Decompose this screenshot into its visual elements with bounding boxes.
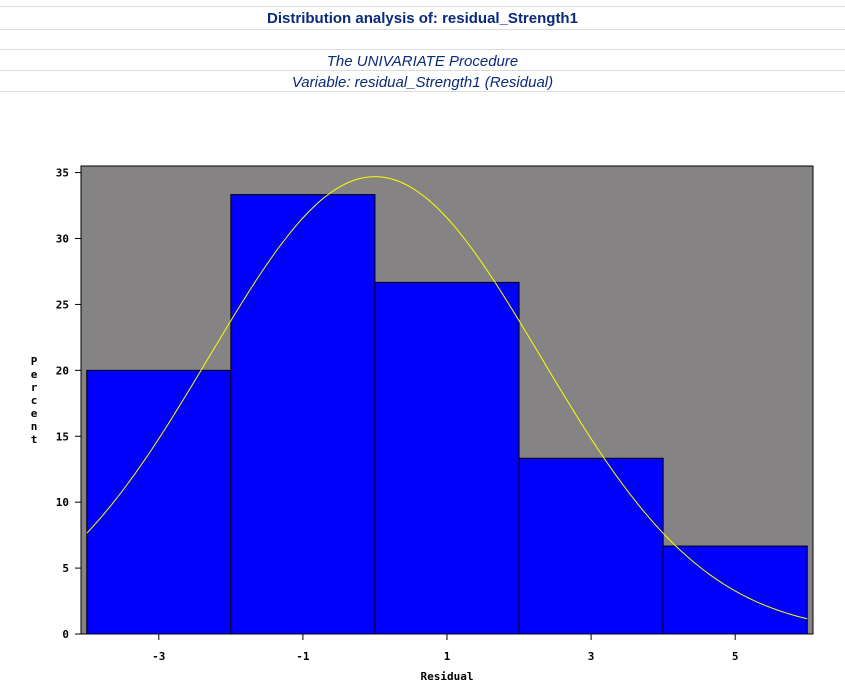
x-axis-label: Residual	[421, 670, 474, 683]
x-tick-label: 5	[732, 650, 739, 663]
y-tick-label: 15	[56, 430, 69, 443]
variable-title: Variable: residual_Strength1 (Residual)	[291, 74, 554, 91]
y-tick-label: 10	[56, 496, 69, 509]
procedure-title: The UNIVARIATE Procedure	[326, 53, 519, 70]
y-tick-label: 20	[56, 364, 69, 377]
x-tick-label: 3	[588, 650, 595, 663]
normal-curve	[86, 176, 808, 620]
y-tick-label: 30	[56, 233, 69, 246]
x-tick-label: -1	[296, 650, 310, 663]
x-tick-label: 1	[444, 650, 451, 663]
y-tick-label: 35	[56, 167, 69, 180]
y-tick-label: 0	[62, 628, 69, 641]
histogram-bar	[518, 457, 664, 635]
y-tick-label: 5	[62, 562, 69, 575]
histogram-bar	[230, 194, 376, 635]
histogram-bar	[86, 369, 232, 635]
histogram-bar	[662, 545, 808, 635]
y-tick-label: 25	[56, 298, 69, 311]
report-title: Distribution analysis of: residual_Stren…	[267, 10, 578, 27]
x-tick-label: -3	[152, 650, 165, 663]
histogram-bar	[374, 281, 520, 635]
